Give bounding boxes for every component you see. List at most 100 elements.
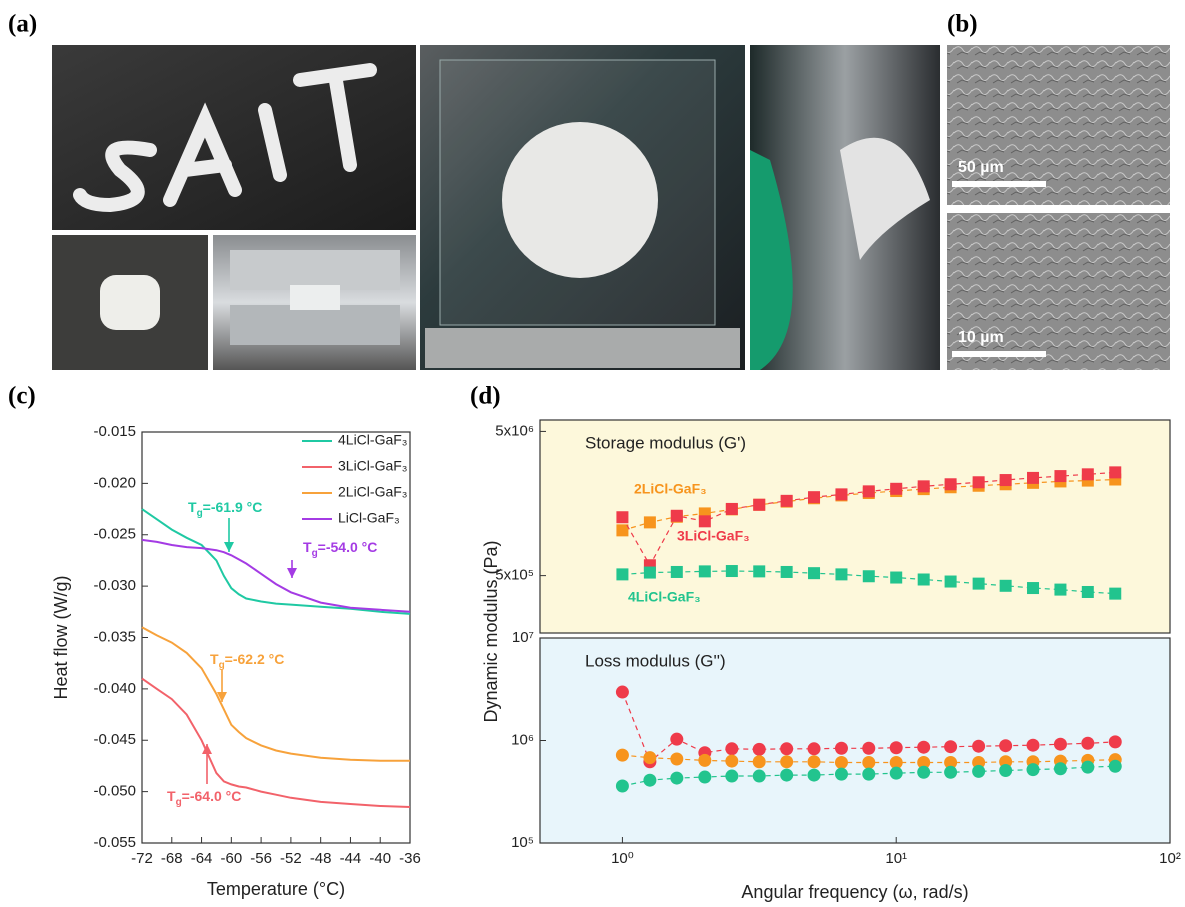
point <box>1054 738 1067 751</box>
point <box>1081 737 1094 750</box>
legend-label: 3LiCl-GaF₃ <box>338 458 408 474</box>
point <box>808 769 821 782</box>
point <box>1000 580 1012 592</box>
point <box>1027 472 1039 484</box>
point <box>1109 466 1121 478</box>
point <box>753 755 766 768</box>
series-label: 4LiCl-GaF₃ <box>628 589 701 605</box>
point <box>671 566 683 578</box>
point <box>973 476 985 488</box>
point <box>616 568 628 580</box>
point <box>890 741 903 754</box>
y-tick-label: 10⁵ <box>511 834 534 851</box>
point <box>644 516 656 528</box>
arrow-head <box>287 568 297 578</box>
point <box>917 766 930 779</box>
point <box>643 774 656 787</box>
point <box>835 756 848 769</box>
point <box>808 755 821 768</box>
point <box>835 568 847 580</box>
point <box>1109 735 1122 748</box>
point <box>781 495 793 507</box>
x-tick-label: -68 <box>161 850 183 867</box>
y-tick-label: -0.015 <box>93 423 136 440</box>
x-tick-label: -64 <box>191 850 213 867</box>
x-axis-title: Temperature (°C) <box>207 879 345 899</box>
cube <box>100 275 160 330</box>
point <box>780 755 793 768</box>
point <box>644 567 656 579</box>
scale-bar-label: 10 µm <box>958 329 1004 346</box>
point <box>781 566 793 578</box>
y-tick-label: -0.055 <box>93 834 136 851</box>
point <box>1054 584 1066 596</box>
sheet <box>290 285 340 310</box>
y-tick-label: -0.025 <box>93 526 136 543</box>
point <box>944 740 957 753</box>
point <box>835 488 847 500</box>
x-tick-label: 10¹ <box>885 850 907 867</box>
roller <box>230 305 400 345</box>
point <box>1027 739 1040 752</box>
point <box>863 570 875 582</box>
point <box>890 767 903 780</box>
point <box>616 524 628 536</box>
point <box>973 578 985 590</box>
y-tick-label: -0.020 <box>93 474 136 491</box>
x-tick-label: -56 <box>250 850 272 867</box>
point <box>1109 588 1121 600</box>
point <box>1109 760 1122 773</box>
point <box>945 478 957 490</box>
point <box>808 742 821 755</box>
point <box>753 770 766 783</box>
panel-label: (c) <box>8 383 36 410</box>
point <box>999 764 1012 777</box>
point <box>616 686 629 699</box>
annotation: Tg=-61.9 °C <box>188 499 262 519</box>
annotation-part: =-64.0 °C <box>182 788 242 804</box>
x-axis-title: Angular frequency (ω, rad/s) <box>741 882 968 902</box>
point <box>862 742 875 755</box>
point <box>698 771 711 784</box>
point <box>890 483 902 495</box>
x-tick-label: -36 <box>399 850 421 867</box>
page: {"panel_labels": ["(a)", "(b)", "(c)", "… <box>0 0 1185 907</box>
panel-label: (a) <box>8 11 37 38</box>
x-tick-label: 10² <box>1159 850 1181 867</box>
point <box>670 752 683 765</box>
point <box>753 743 766 756</box>
panel-label: (d) <box>470 383 501 410</box>
annotation: Tg=-54.0 °C <box>303 539 377 559</box>
point <box>780 769 793 782</box>
legend-label: 2LiCl-GaF₃ <box>338 484 408 500</box>
y-tick-label: -0.050 <box>93 783 136 800</box>
point <box>1027 763 1040 776</box>
x-tick-label: -60 <box>220 850 242 867</box>
annotation-part: =-54.0 °C <box>318 539 378 555</box>
point <box>918 573 930 585</box>
sem-image <box>947 213 1170 370</box>
point <box>835 742 848 755</box>
point <box>725 742 738 755</box>
panel-label: (b) <box>947 11 978 38</box>
annotation-part: =-61.9 °C <box>203 499 263 515</box>
point <box>1081 761 1094 774</box>
y-tick-label: -0.035 <box>93 628 136 645</box>
point <box>725 755 738 768</box>
point <box>698 754 711 767</box>
point <box>1027 582 1039 594</box>
point <box>862 756 875 769</box>
y-tick-label: -0.045 <box>93 731 136 748</box>
point <box>808 491 820 503</box>
point <box>999 739 1012 752</box>
y-axis-title: Heat flow (W/g) <box>51 575 71 699</box>
point <box>945 576 957 588</box>
point <box>1082 586 1094 598</box>
point <box>1082 468 1094 480</box>
point <box>1000 474 1012 486</box>
point <box>1054 470 1066 482</box>
x-tick-label: -40 <box>369 850 391 867</box>
roller <box>230 250 400 290</box>
point <box>835 768 848 781</box>
disc <box>502 122 658 278</box>
